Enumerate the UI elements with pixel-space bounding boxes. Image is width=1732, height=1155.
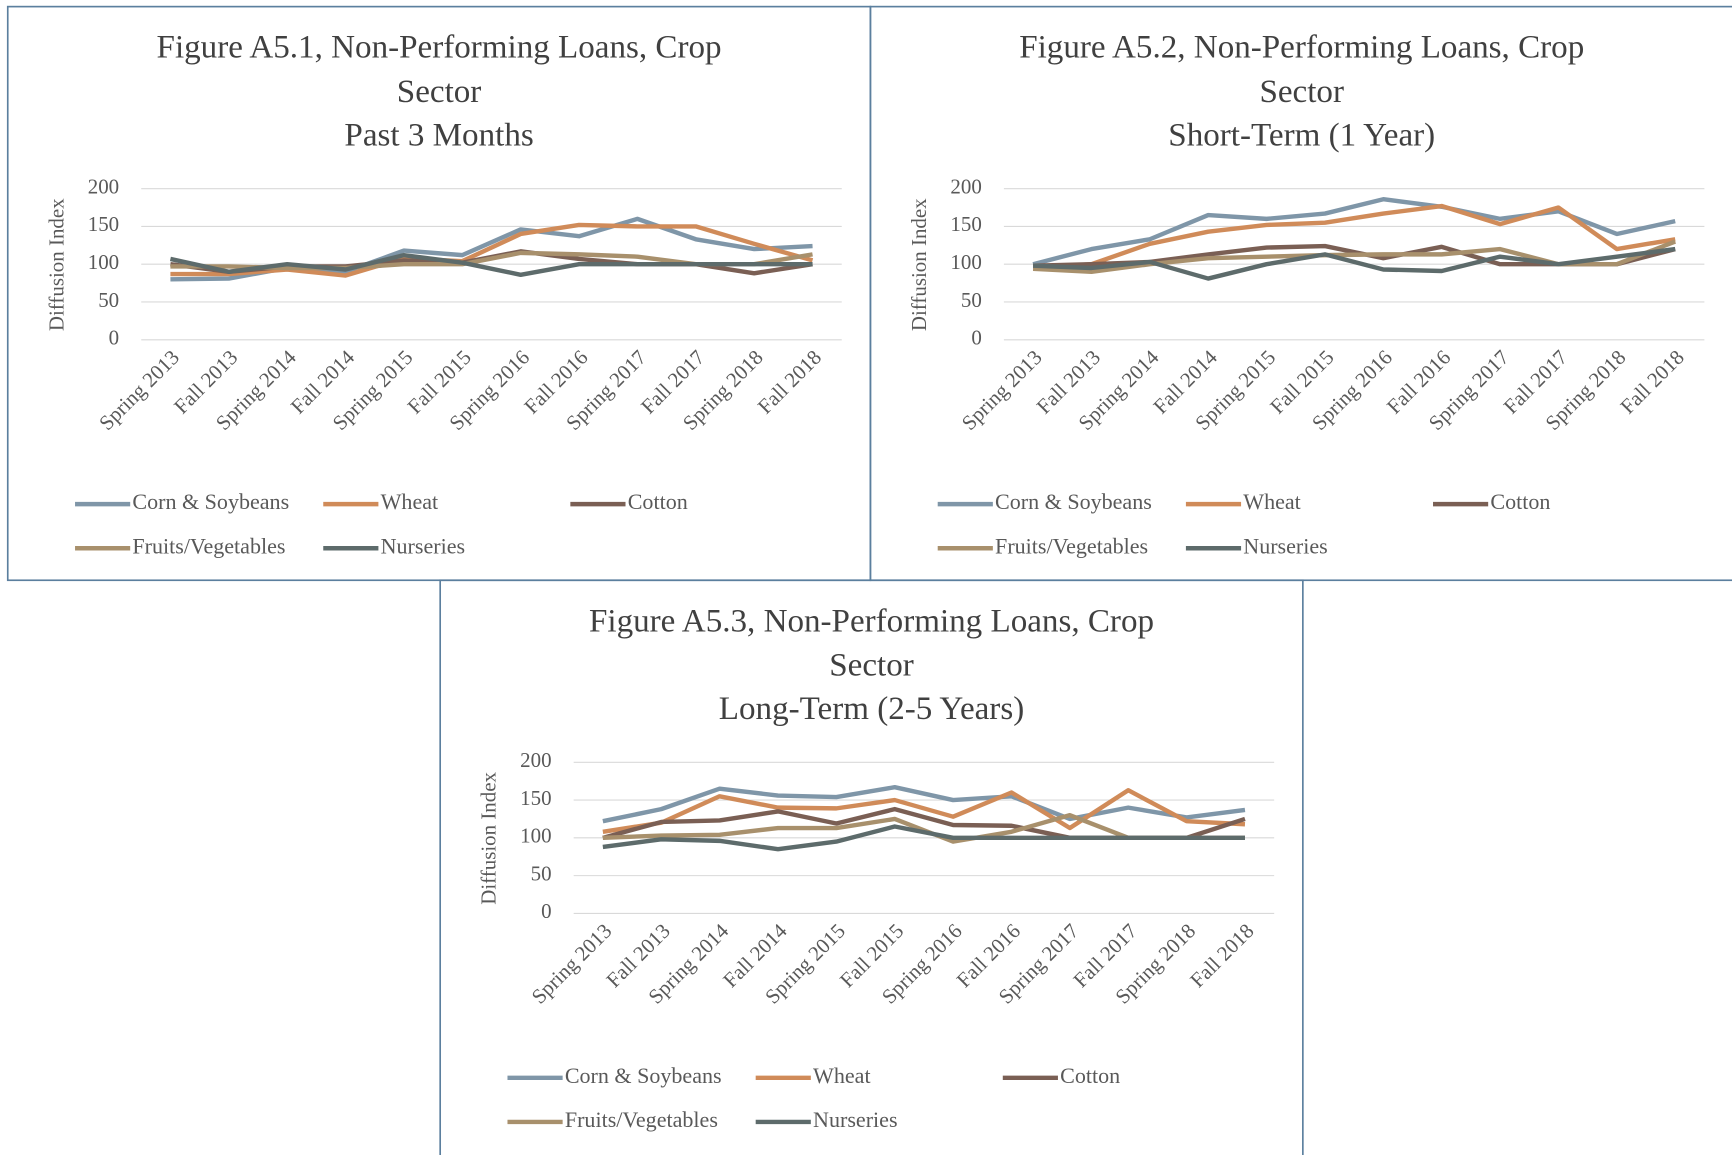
x-tick-label: Spring 2013 [957,345,1047,435]
legend-label: Cotton [1490,489,1550,514]
series-line [1032,239,1677,274]
y-tick-label: 150 [88,212,119,236]
title-line: Sector [1259,73,1344,109]
x-tick-label: Spring 2013 [94,345,184,435]
title-line: Figure A5.3, Non-Performing Loans, Crop [589,603,1154,639]
series-line [1032,246,1676,281]
series-line [602,824,1245,852]
y-tick-label: 150 [520,786,551,810]
series-line [1032,203,1676,271]
legend-label: Corn & Soybeans [565,1063,722,1088]
y-tick-label: 50 [98,288,119,312]
chart-subtitle: Long-Term (2-5 Years) [719,691,1024,727]
legend-label: Corn & Soybeans [132,489,289,514]
legend-label: Cotton [1060,1063,1120,1088]
x-tick-label: Fall 2018 [1185,919,1258,992]
legend-label: Nurseries [813,1107,897,1132]
title-line: Sector [829,647,914,683]
y-tick-label: 0 [541,899,551,923]
chart-title: Figure A5.1, Non-Performing Loans, Crop S… [157,29,722,109]
y-tick-label: 200 [88,174,119,198]
legend-label: Wheat [381,489,439,514]
legend-label: Fruits/Vegetables [132,533,285,558]
chart-title: Figure A5.2, Non-Performing Loans, Crop S… [1019,29,1584,109]
y-axis-title: Diffusion Index [907,198,931,331]
legend-label: Wheat [1243,489,1301,514]
title-line: Figure A5.1, Non-Performing Loans, Crop [157,29,722,65]
title-line: Sector [397,73,482,109]
x-tick-label: Spring 2013 [527,919,617,1009]
x-tick-label: Fall 2018 [1615,345,1688,418]
y-tick-label: 100 [88,250,119,274]
y-tick-label: 200 [950,174,981,198]
chart-title: Figure A5.3, Non-Performing Loans, Crop S… [589,603,1154,683]
chart-subtitle: Short-Term (1 Year) [1168,117,1435,153]
y-tick-label: 100 [950,250,981,274]
y-tick-label: 50 [531,861,552,885]
y-tick-label: 50 [961,288,982,312]
legend-label: Cotton [628,489,688,514]
legend-label: Nurseries [381,533,465,558]
chart-panel: Figure A5.3, Non-Performing Loans, Crop S… [439,579,1304,1155]
series-line [602,788,1246,834]
panel-border [439,579,1304,1155]
legend-label: Fruits/Vegetables [565,1107,718,1132]
y-tick-label: 0 [109,326,119,350]
y-tick-label: 150 [950,212,981,236]
chart-subtitle: Past 3 Months [344,117,533,153]
title-line: Figure A5.2, Non-Performing Loans, Crop [1019,29,1584,65]
series-line [170,222,814,278]
y-tick-label: 100 [520,824,551,848]
legend-label: Nurseries [1243,533,1327,558]
chart-panel: Figure A5.2, Non-Performing Loans, Crop S… [869,5,1732,582]
legend-label: Fruits/Vegetables [995,533,1148,558]
series-line [169,252,813,277]
y-tick-label: 200 [520,748,551,772]
series-line [602,785,1246,824]
legend-label: Corn & Soybeans [995,489,1152,514]
legend-label: Wheat [813,1063,871,1088]
y-axis-title: Diffusion Index [477,771,501,904]
y-axis-title: Diffusion Index [44,198,68,331]
chart-panel: Figure A5.1, Non-Performing Loans, Crop S… [6,5,872,582]
y-tick-label: 0 [971,326,981,350]
x-tick-label: Fall 2018 [753,345,826,418]
